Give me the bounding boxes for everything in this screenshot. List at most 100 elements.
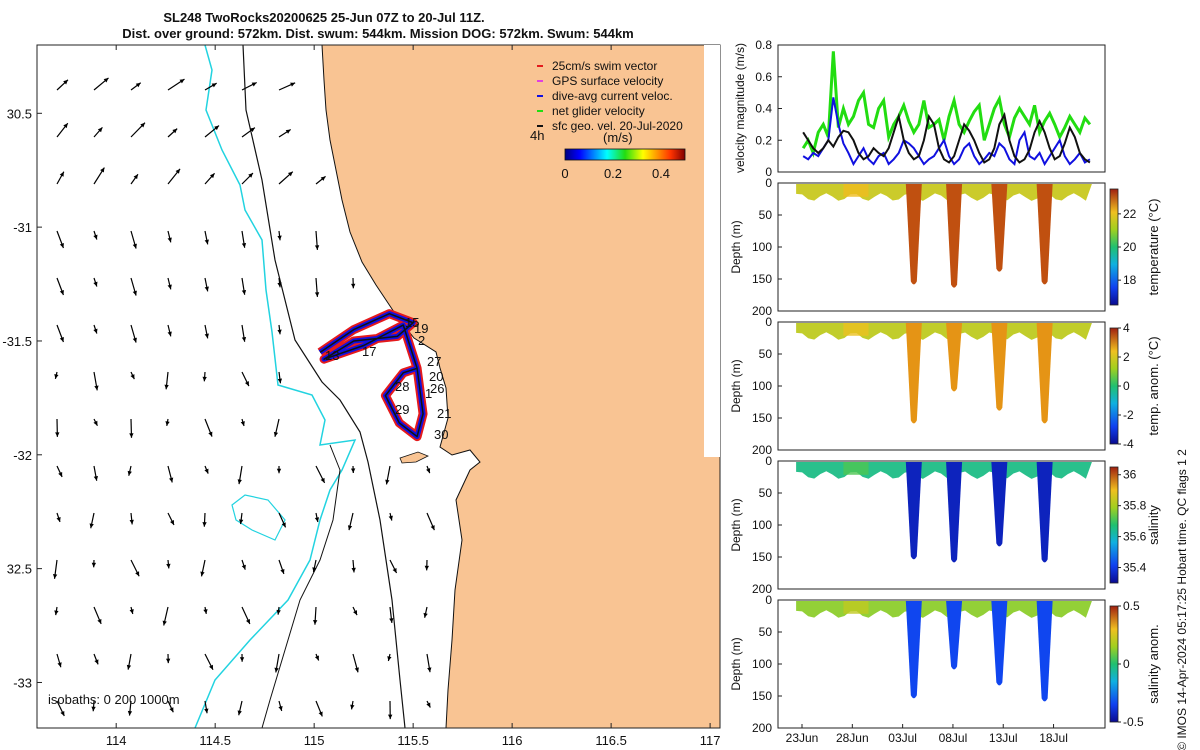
current-vector-head bbox=[54, 610, 59, 616]
current-vector-head bbox=[273, 431, 279, 437]
section-ytick-label: 100 bbox=[752, 379, 772, 393]
current-vector-head bbox=[165, 658, 171, 664]
section-ytick-label: 100 bbox=[752, 657, 772, 671]
profile-plume bbox=[946, 184, 963, 288]
map-ytick-label: -33 bbox=[13, 675, 32, 690]
current-vector-head bbox=[426, 468, 431, 474]
current-vector-head bbox=[162, 620, 167, 626]
map-xtick-label: 117 bbox=[700, 733, 721, 748]
current-vector-head bbox=[132, 243, 137, 249]
current-vector-head bbox=[353, 610, 358, 616]
map-ytick-label: 30.5 bbox=[7, 106, 32, 121]
colorbar-tick-label: 0.4 bbox=[652, 166, 670, 181]
current-vector-head bbox=[93, 475, 99, 481]
current-vector-head bbox=[129, 433, 134, 438]
current-vector-head bbox=[172, 128, 178, 134]
section-colorbar-tick-label: 4 bbox=[1123, 321, 1130, 335]
current-vector-head bbox=[238, 519, 244, 525]
section-ytick-label: 200 bbox=[752, 582, 772, 596]
current-vector-head bbox=[165, 421, 170, 426]
map-axes: 114 114.5 115 115.5 116 116.5 11730.5-31-31.5-… bbox=[2, 45, 720, 748]
map-ytick-label: 32.5 bbox=[7, 562, 32, 577]
title-line2: Dist. over ground: 572km. Dist. swum: 54… bbox=[122, 26, 634, 41]
track-day-label: 19 bbox=[414, 321, 428, 336]
profile-plume bbox=[946, 323, 963, 392]
current-vector-head bbox=[350, 468, 356, 474]
current-vector-head bbox=[130, 374, 135, 380]
current-vector-head bbox=[179, 79, 185, 84]
section-colorbar bbox=[1109, 605, 1119, 723]
section-colorbar-tick-label: 35.4 bbox=[1123, 561, 1147, 575]
current-vector-head bbox=[93, 328, 98, 334]
current-vector-head bbox=[103, 77, 109, 83]
time-xtick-label: 28Jun bbox=[836, 731, 869, 745]
current-vector-head bbox=[424, 565, 429, 571]
current-vector-head bbox=[354, 667, 359, 673]
velocity-ytick-label: 0.2 bbox=[755, 133, 772, 147]
current-vector-head bbox=[52, 574, 58, 579]
legend-label: net glider velocity bbox=[552, 104, 645, 118]
time-xtick-label: 23Jun bbox=[786, 731, 819, 745]
current-vector-head bbox=[175, 168, 181, 174]
current-vector-head bbox=[237, 710, 242, 716]
section-ytick-label: 100 bbox=[752, 518, 772, 532]
current-vector-head bbox=[251, 82, 257, 87]
section-axes bbox=[777, 321, 1106, 451]
current-vector-head bbox=[285, 129, 291, 134]
surface-layer bbox=[796, 323, 1092, 340]
current-vector-head bbox=[314, 517, 320, 523]
current-vector-head bbox=[244, 381, 249, 387]
surface-layer bbox=[796, 462, 1092, 479]
current-vector-head bbox=[97, 618, 102, 624]
profile-plume bbox=[1036, 184, 1053, 285]
velocity-ytick-label: 0.8 bbox=[755, 38, 772, 52]
profile-plume bbox=[991, 601, 1008, 686]
current-vector-head bbox=[313, 620, 318, 625]
current-vector-head bbox=[59, 290, 64, 295]
current-vector-head bbox=[63, 79, 68, 85]
section-colorbar-tick-label: 0 bbox=[1123, 379, 1130, 393]
current-vector-head bbox=[350, 704, 355, 710]
current-vector-head bbox=[167, 237, 172, 243]
current-vector-head bbox=[347, 525, 353, 531]
current-vector-head bbox=[239, 657, 245, 662]
velocity-ytick-label: 0 bbox=[765, 165, 772, 179]
duration-label: 4h bbox=[530, 128, 544, 143]
surface-patch bbox=[843, 601, 869, 614]
isobath-200 bbox=[242, 45, 406, 728]
track-day-label: 26 bbox=[430, 381, 444, 396]
section-ylabel: Depth (m) bbox=[729, 498, 743, 551]
time-axis: 23Jun 28Jun 03Jul 08Jul 13Jul 18Jul bbox=[786, 724, 1068, 745]
colorbar-tick-label: 0.2 bbox=[604, 166, 622, 181]
current-vector-head bbox=[97, 127, 103, 133]
current-vector-head bbox=[54, 374, 59, 379]
section-ytick-label: 200 bbox=[752, 721, 772, 735]
profile-plume bbox=[946, 462, 963, 563]
profile-plume bbox=[991, 184, 1008, 272]
velocity-ylabel: velocity magnitude (m/s) bbox=[733, 43, 747, 173]
profile-plume bbox=[1036, 462, 1053, 563]
legend-label: GPS surface velocity bbox=[552, 74, 663, 88]
current-vector-head bbox=[388, 515, 393, 521]
current-vector-head bbox=[203, 609, 208, 614]
current-vector-head bbox=[55, 432, 60, 437]
section-colorbar-tick-label: 35.8 bbox=[1123, 499, 1147, 513]
current-vector-head bbox=[320, 477, 325, 483]
island bbox=[399, 451, 429, 464]
profile-plume bbox=[905, 184, 922, 285]
current-vector-head bbox=[211, 83, 217, 88]
current-vector-head bbox=[166, 563, 171, 569]
profile-plume bbox=[991, 462, 1008, 547]
current-vector-head bbox=[277, 378, 283, 384]
current-vector-head bbox=[427, 667, 432, 673]
current-vector-head bbox=[164, 384, 169, 390]
current-vector-head bbox=[202, 522, 207, 527]
colorbar-tick-label: 0 bbox=[561, 166, 568, 181]
current-vector-head bbox=[94, 659, 99, 665]
land-mass bbox=[322, 45, 720, 728]
title-line1: SL248 TwoRocks20200625 25-Jun 07Z to 20-… bbox=[163, 10, 484, 25]
current-vector-head bbox=[214, 125, 220, 131]
section-ytick-label: 150 bbox=[752, 411, 772, 425]
